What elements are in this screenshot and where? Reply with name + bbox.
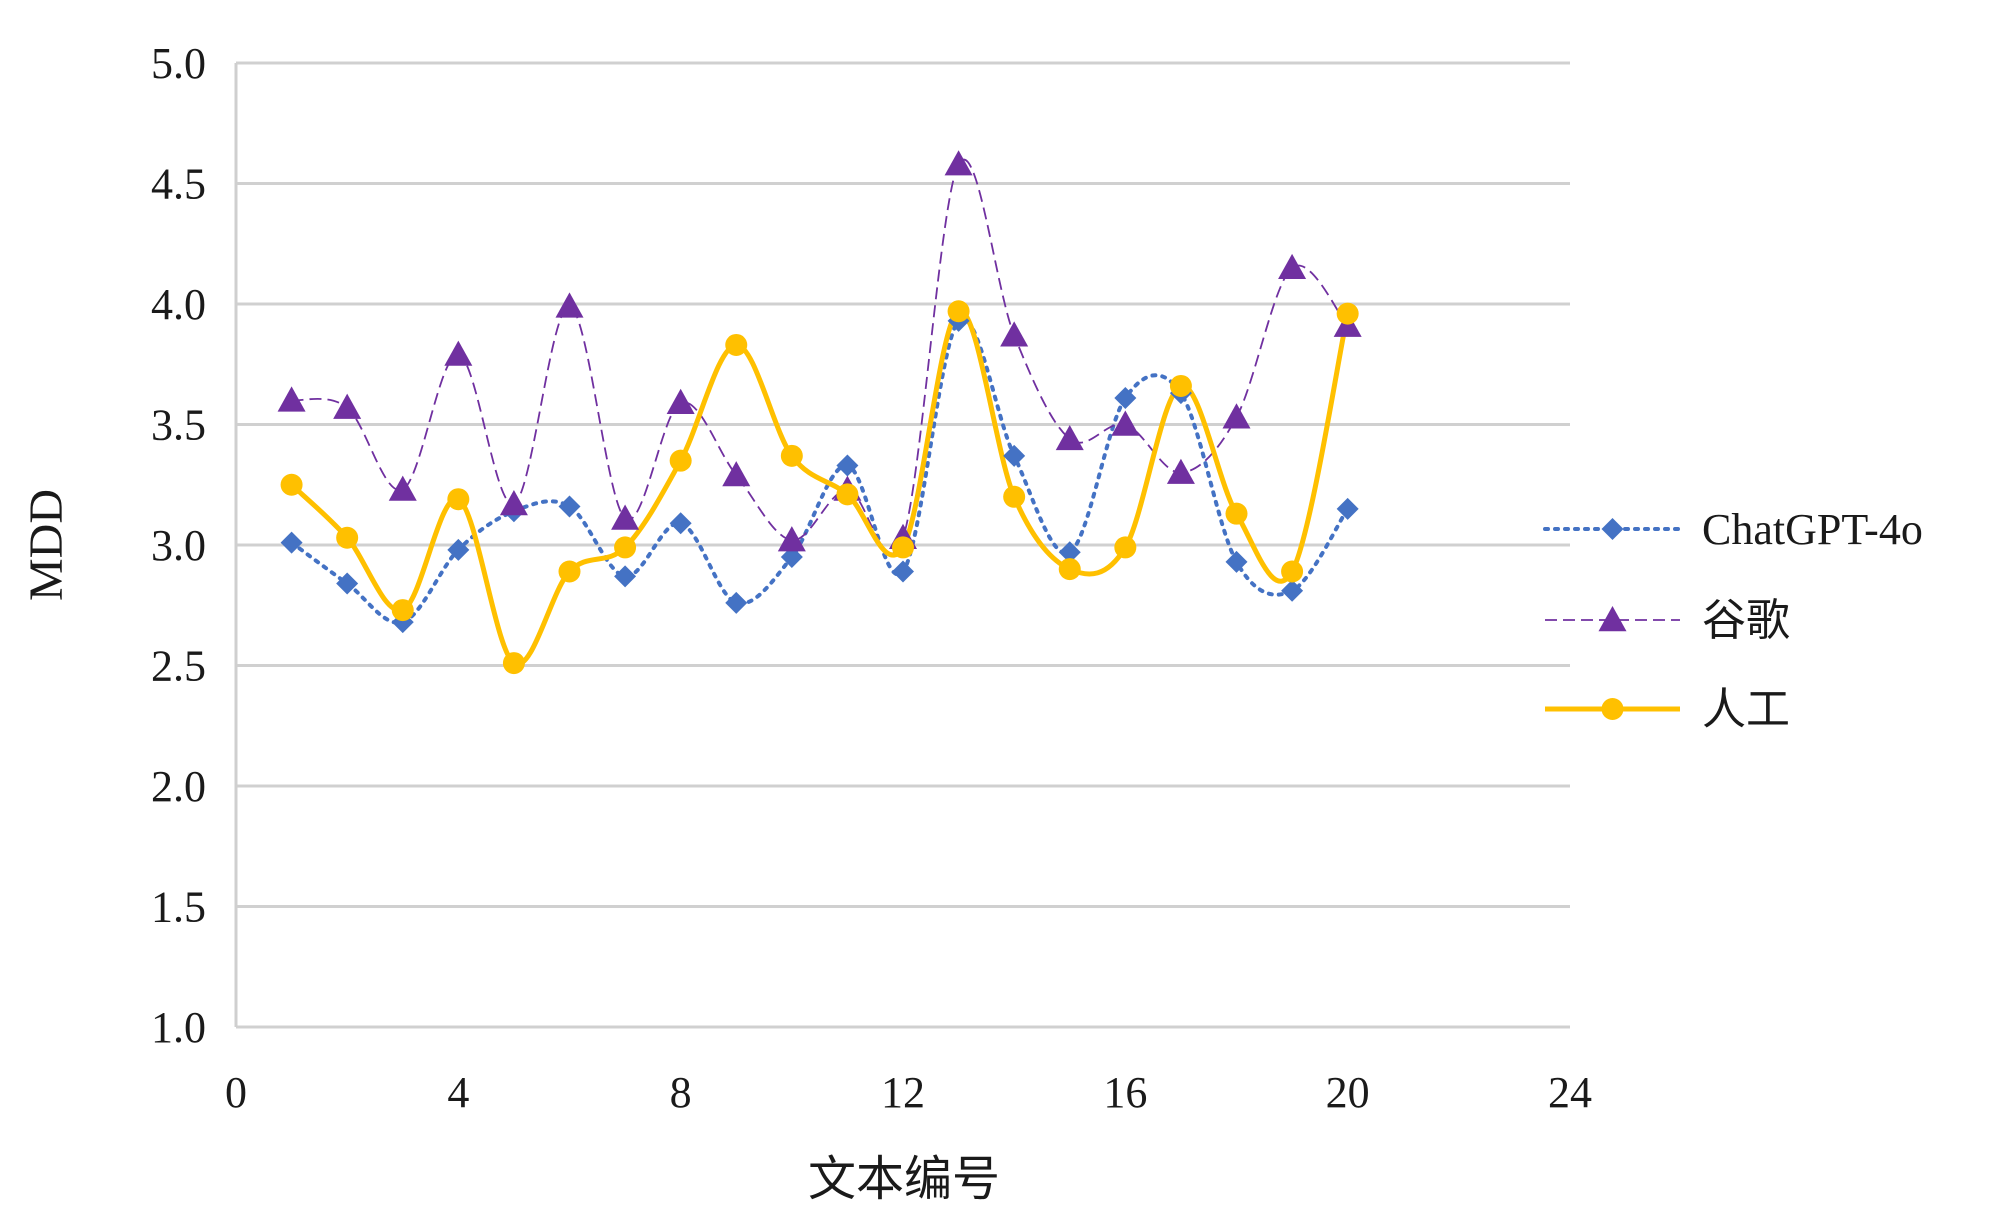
x-tick-label: 20 [1326, 1068, 1370, 1117]
series-2-point [1169, 374, 1192, 397]
series-markers [277, 150, 1362, 675]
series-0-point [447, 538, 470, 561]
series-line-0 [289, 316, 1350, 625]
series-2-point [1225, 502, 1248, 525]
x-tick-label: 4 [447, 1068, 469, 1117]
series-0-point [1336, 497, 1359, 520]
series-0-point [1281, 579, 1304, 602]
series-1-point [1000, 321, 1029, 347]
series-2-point [1336, 302, 1359, 325]
series-2-point [280, 473, 303, 496]
series-1-point [499, 490, 528, 516]
y-tick-label: 4.5 [151, 160, 206, 209]
series-1-point [1166, 458, 1195, 484]
legend-marker-2 [1601, 698, 1624, 720]
series-2-point [669, 449, 692, 472]
series-0-point [1058, 541, 1081, 564]
series-1-point [1111, 410, 1140, 436]
series-line-1 [291, 159, 1349, 555]
y-tick-label: 5.0 [151, 39, 206, 88]
series-1-point [1222, 403, 1251, 429]
series-1-point [1278, 253, 1307, 280]
series-1-point [388, 475, 417, 501]
series-1-point [611, 504, 640, 530]
x-tick-label: 0 [225, 1068, 247, 1117]
x-tick-label: 16 [1103, 1068, 1147, 1117]
series-2-point [391, 599, 414, 622]
y-tick-label: 1.0 [151, 1003, 206, 1052]
series-0-point [892, 560, 914, 583]
series-2-point [892, 536, 914, 559]
series-1-point [444, 340, 473, 366]
x-tick-label: 12 [881, 1068, 925, 1117]
series-2-point [502, 652, 525, 675]
series-0-point [669, 512, 692, 535]
series-1-point [722, 461, 751, 487]
y-tick-label: 4.0 [151, 280, 206, 329]
axes: 1.0 1.5 2.0 2.5 3.0 3.5 4.0 4.5 5.0 0 4 8 12 16 20 24 [151, 39, 1592, 1117]
series-0-point [614, 565, 637, 588]
y-tick-label: 2.0 [151, 762, 206, 811]
series-2-point [1003, 485, 1026, 508]
series-1-point [666, 388, 695, 415]
series-2-point [558, 560, 581, 583]
legend-label: 谷歌 [1702, 596, 1790, 645]
x-tick-label: 24 [1548, 1068, 1592, 1117]
series-2-point [1281, 560, 1304, 583]
series-1-point [777, 526, 806, 552]
legend-label: ChatGPT-4o [1702, 505, 1923, 554]
legend-marker-1 [1598, 606, 1627, 632]
legend-label: 人工 [1702, 685, 1790, 734]
series-1-point [1055, 424, 1084, 451]
series-2-point [947, 300, 970, 323]
series-0-point [336, 572, 359, 595]
series-1-point [555, 292, 584, 318]
y-axis-title: MDD [20, 489, 73, 601]
series-0-point [1003, 444, 1026, 467]
y-tick-label: 3.0 [151, 521, 206, 570]
series-2-point [725, 333, 748, 356]
x-tick-label: 8 [670, 1068, 692, 1117]
series-2-point [780, 444, 803, 467]
series-1-point [944, 150, 973, 176]
y-tick-label: 2.5 [151, 642, 206, 691]
series-2-point [447, 488, 470, 511]
y-tick-label: 3.5 [151, 401, 206, 450]
series-0-point [1225, 550, 1248, 573]
series-0-point [558, 495, 581, 518]
series-0-point [1114, 386, 1137, 409]
series-2-point [336, 526, 359, 549]
series-0-point [780, 546, 803, 569]
x-axis-title: 文本编号 [808, 1153, 1000, 1206]
series-0-point [725, 591, 748, 614]
series-1-point [277, 386, 306, 412]
series-0-point [280, 531, 303, 554]
series-1-point [333, 393, 362, 419]
y-tick-label: 1.5 [151, 883, 206, 932]
series-2-point [836, 483, 859, 506]
legend-marker-0 [1601, 518, 1624, 540]
series-2-point [614, 536, 637, 559]
series-lines [289, 159, 1351, 667]
series-0-point [836, 454, 859, 477]
series-2-point [1114, 536, 1137, 559]
series-2-point [1058, 558, 1081, 581]
